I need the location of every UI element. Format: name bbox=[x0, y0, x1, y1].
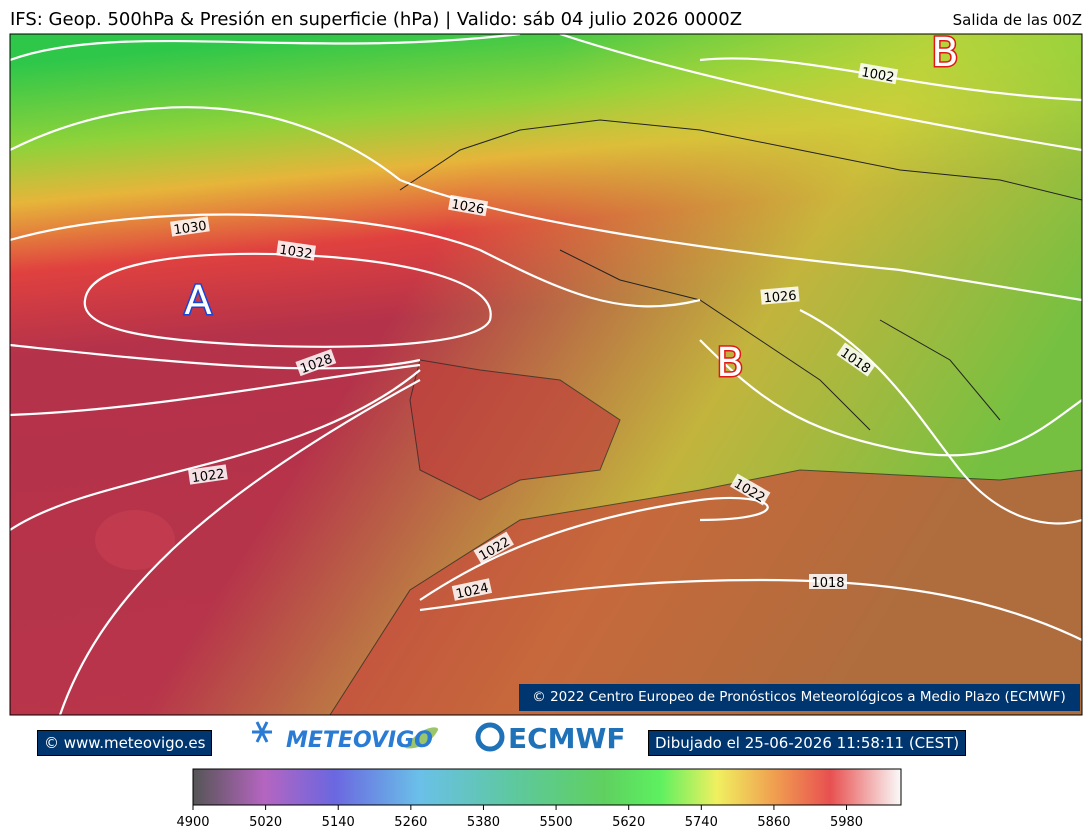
isobar-label-bg bbox=[170, 216, 210, 237]
isobar-label-bg bbox=[295, 348, 337, 377]
pressure-center: B bbox=[931, 30, 958, 76]
colorbar-tick-label: 5500 bbox=[540, 815, 573, 830]
isobar-label: 1030 bbox=[173, 219, 208, 238]
colorbar-tick-label: 5980 bbox=[830, 815, 863, 830]
isobar-label: 1026 bbox=[450, 197, 485, 218]
isobar-label: 1024 bbox=[455, 581, 490, 603]
colorbar-tick-label: 5620 bbox=[612, 815, 645, 830]
isobar-label: 1022 bbox=[191, 467, 226, 486]
colorbar-tick-label: 5020 bbox=[249, 815, 282, 830]
pressure-center: A bbox=[184, 278, 212, 324]
colorbar-tick-label: 5140 bbox=[322, 815, 355, 830]
colorbar-tick-label: 5260 bbox=[394, 815, 427, 830]
isobar-label: 1002 bbox=[860, 65, 895, 86]
title: IFS: Geop. 500hPa & Presión en superfici… bbox=[10, 9, 743, 30]
isobar-label-bg bbox=[188, 464, 228, 485]
isobar-label-bg bbox=[730, 473, 771, 506]
colorbar-tick-label: 5740 bbox=[685, 815, 718, 830]
isobar-label-bg bbox=[809, 574, 847, 589]
isobar-label-bg bbox=[858, 62, 899, 85]
colorbar-tick-label: 4900 bbox=[176, 815, 209, 830]
isobar-label-bg bbox=[448, 194, 489, 217]
colorbar-tick-label: 5380 bbox=[467, 815, 500, 830]
colorbar-tick-label: 5860 bbox=[757, 815, 790, 830]
isobar-label-bg bbox=[473, 531, 514, 564]
pressure-center: B bbox=[716, 340, 743, 386]
site-link[interactable]: © www.meteovigo.es bbox=[37, 730, 213, 756]
isobar-label: 1026 bbox=[763, 289, 797, 307]
credit: © 2022 Centro Europeo de Pronósticos Met… bbox=[532, 689, 1065, 705]
isobar-label-bg bbox=[836, 342, 877, 377]
isobar-label-bg bbox=[760, 286, 800, 305]
isobar-label: 1032 bbox=[278, 243, 313, 262]
meteovigo-logo: METEOVIGO bbox=[286, 728, 433, 753]
isobar-label-bg bbox=[276, 240, 316, 261]
drawn-time: Dibujado el 25-06-2026 11:58:11 (CEST) bbox=[648, 730, 967, 756]
isobar-label-bg bbox=[451, 578, 493, 601]
run-time: Salida de las 00Z bbox=[952, 11, 1082, 29]
isobar-label: 1018 bbox=[811, 576, 844, 591]
ecmwf-logo: ECMWF bbox=[508, 722, 626, 755]
